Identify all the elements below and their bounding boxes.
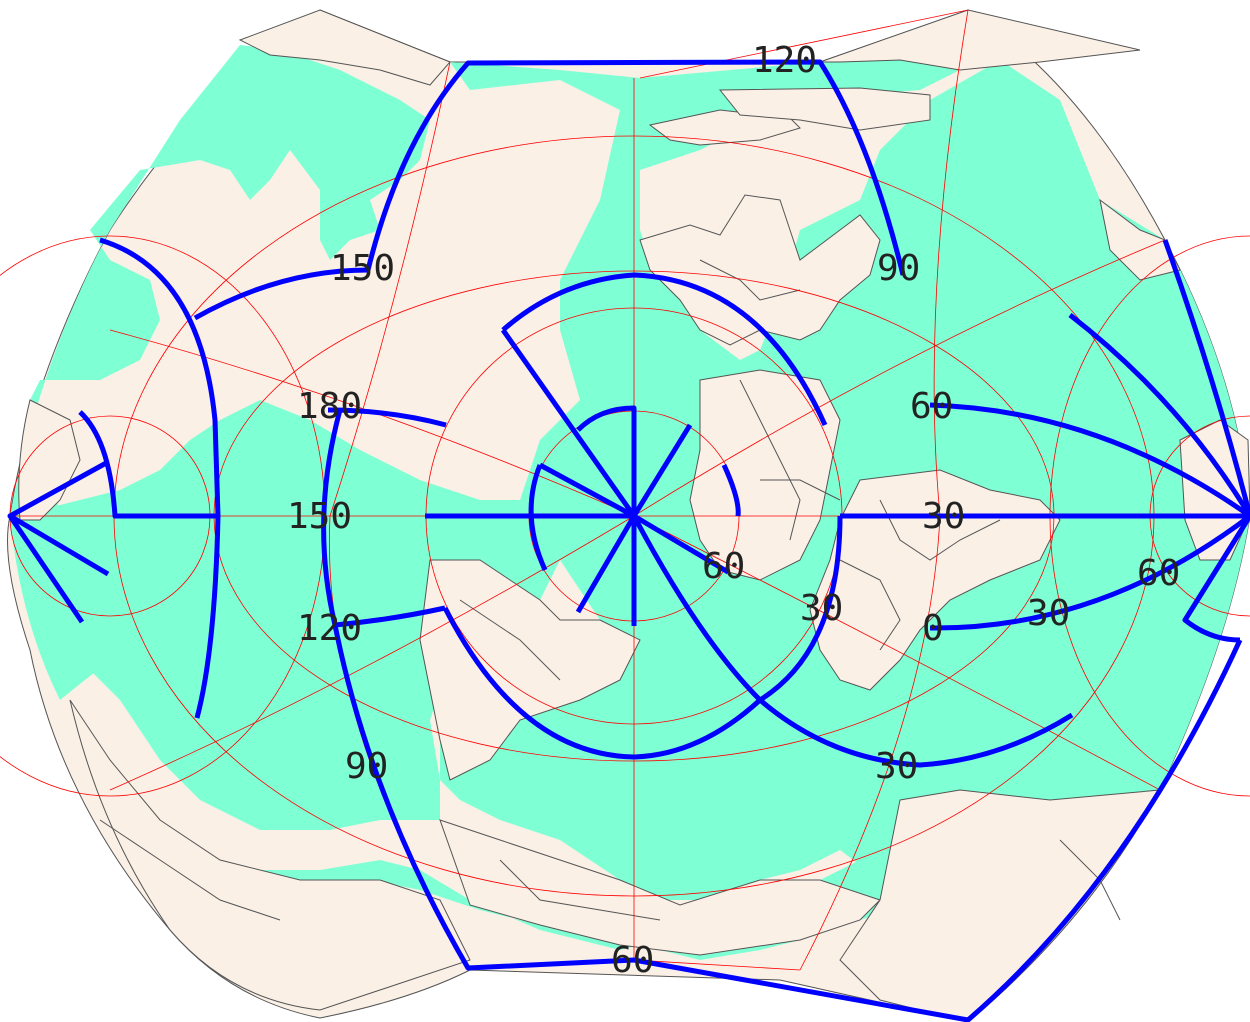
borders bbox=[99, 259, 1121, 921]
west-edge-landmass bbox=[18, 399, 81, 521]
graticule-curve bbox=[639, 9, 969, 79]
far-left-lower-arc bbox=[194, 515, 221, 719]
graticule-curve bbox=[109, 515, 635, 791]
label-center-30: 30 bbox=[922, 496, 965, 537]
label-lower-left-90: 90 bbox=[345, 746, 388, 787]
label-left-180: 180 bbox=[297, 386, 362, 427]
center-spoke bbox=[500, 328, 637, 518]
center-small-arc-right bbox=[721, 463, 741, 517]
left-vertical-boundary bbox=[321, 409, 343, 626]
border-line bbox=[99, 819, 281, 921]
north-landmass bbox=[718, 87, 931, 131]
europe-cluster bbox=[689, 369, 841, 581]
outer-top-boundary bbox=[365, 59, 906, 276]
asia-east-landmass bbox=[639, 194, 881, 346]
far-left-arc bbox=[78, 237, 221, 519]
right-edge-boundary bbox=[1162, 239, 1250, 643]
label-far-right-60: 60 bbox=[1137, 553, 1180, 594]
border-line bbox=[839, 559, 901, 651]
graticule-curve bbox=[633, 239, 1166, 517]
center-spoke bbox=[631, 423, 693, 518]
north-west-landmass bbox=[238, 9, 451, 86]
border-line bbox=[760, 479, 841, 501]
label-top-120: 120 bbox=[752, 40, 817, 81]
outer-bottom-boundary bbox=[332, 624, 1243, 1022]
border-line bbox=[879, 499, 1001, 561]
graticule-labels: 120 150 180 150 120 90 60 90 60 30 60 30… bbox=[287, 40, 1180, 981]
label-bottom-60: 60 bbox=[611, 940, 654, 981]
border-line bbox=[739, 379, 801, 541]
right-lower-arc bbox=[929, 514, 1250, 631]
land-masses bbox=[18, 9, 1250, 1022]
border-line bbox=[499, 859, 661, 921]
center-lower-right-arc bbox=[631, 514, 762, 702]
atlantic-ocean bbox=[10, 45, 430, 700]
label-left-150: 150 bbox=[287, 496, 352, 537]
center-spoke bbox=[575, 514, 637, 614]
border-line bbox=[699, 259, 801, 301]
right-middle-arc bbox=[1068, 313, 1250, 518]
graticule-curve bbox=[633, 959, 801, 971]
label-mid-30: 30 bbox=[800, 588, 843, 629]
left-inner-arc-bottom bbox=[334, 605, 446, 628]
label-right-60: 60 bbox=[910, 386, 953, 427]
lower-right-arc bbox=[758, 698, 1074, 768]
center-ring-large bbox=[442, 272, 843, 760]
center-spoke bbox=[538, 462, 636, 519]
label-upper-right-90: 90 bbox=[877, 248, 920, 289]
label-right-30: 30 bbox=[1027, 593, 1070, 634]
north-east-landmass bbox=[819, 9, 1141, 71]
graticule-curve bbox=[633, 515, 1161, 791]
far-left-wedge bbox=[7, 459, 110, 624]
americas-landmass bbox=[419, 559, 641, 781]
label-upper-left-150: 150 bbox=[330, 248, 395, 289]
antarctica-like-landmass bbox=[69, 699, 471, 1011]
border-line bbox=[459, 599, 561, 681]
right-inner-arc bbox=[929, 402, 1250, 519]
greenland bbox=[648, 109, 801, 146]
africa-like-landmass bbox=[809, 469, 1061, 691]
label-lower-right-30: 30 bbox=[875, 746, 918, 787]
label-center-60: 60 bbox=[702, 546, 745, 587]
center-ring-small bbox=[576, 405, 637, 516]
highlight-boundaries bbox=[7, 59, 1250, 1022]
northeast-coast-strip bbox=[1099, 198, 1181, 281]
label-left-120: 120 bbox=[297, 608, 362, 649]
label-mid-0: 0 bbox=[922, 608, 944, 649]
indian-ocean bbox=[20, 400, 560, 830]
left-upper-arc bbox=[193, 267, 369, 321]
left-inner-arc-top bbox=[327, 407, 447, 428]
center-spoke bbox=[632, 513, 730, 575]
